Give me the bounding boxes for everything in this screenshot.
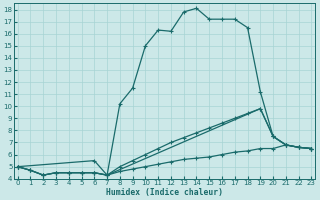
X-axis label: Humidex (Indice chaleur): Humidex (Indice chaleur)	[106, 188, 223, 197]
